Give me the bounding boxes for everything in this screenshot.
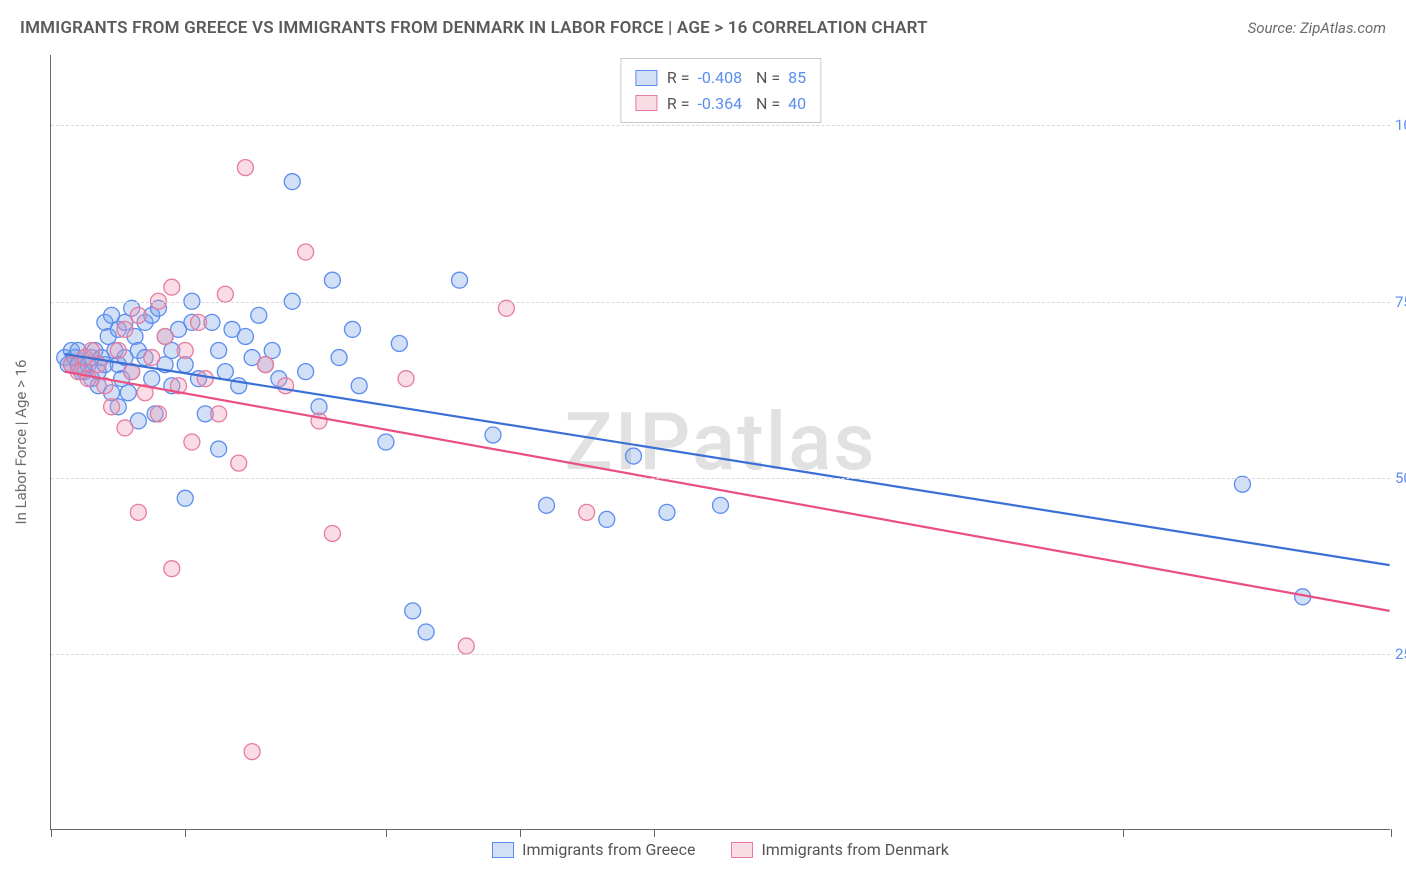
scatter-point-denmark	[237, 160, 253, 176]
scatter-point-greece	[418, 624, 434, 640]
correlation-legend: R = -0.408 N = 85R = -0.364 N = 40	[620, 58, 821, 123]
scatter-point-denmark	[177, 343, 193, 359]
scatter-point-greece	[539, 497, 555, 513]
y-tick-label: 50.0%	[1395, 469, 1406, 487]
scatter-point-greece	[324, 272, 340, 288]
x-tick	[1391, 829, 1392, 837]
scatter-point-denmark	[164, 279, 180, 295]
scatter-point-greece	[177, 490, 193, 506]
scatter-point-greece	[237, 328, 253, 344]
x-tick	[1123, 829, 1124, 837]
scatter-point-denmark	[130, 504, 146, 520]
scatter-point-denmark	[217, 286, 233, 302]
chart-title: IMMIGRANTS FROM GREECE VS IMMIGRANTS FRO…	[20, 18, 928, 38]
scatter-point-greece	[405, 603, 421, 619]
scatter-point-denmark	[104, 399, 120, 415]
legend-stat-text-denmark: R = -0.364 N = 40	[665, 91, 806, 117]
series-legend-item-greece: Immigrants from Greece	[492, 840, 695, 859]
scatter-point-denmark	[324, 525, 340, 541]
scatter-point-denmark	[298, 244, 314, 260]
gridline-h	[51, 125, 1390, 126]
scatter-point-denmark	[80, 371, 96, 387]
scatter-point-denmark	[398, 371, 414, 387]
scatter-point-denmark	[579, 504, 595, 520]
scatter-point-denmark	[144, 350, 160, 366]
scatter-point-denmark	[498, 300, 514, 316]
x-tick	[520, 829, 521, 837]
scatter-point-greece	[626, 448, 642, 464]
gridline-h	[51, 302, 1390, 303]
scatter-point-denmark	[130, 307, 146, 323]
scatter-point-denmark	[211, 406, 227, 422]
header-row: IMMIGRANTS FROM GREECE VS IMMIGRANTS FRO…	[20, 18, 1386, 38]
scatter-point-greece	[251, 307, 267, 323]
scatter-point-greece	[298, 364, 314, 380]
scatter-point-greece	[485, 427, 501, 443]
y-tick-label: 75.0%	[1395, 293, 1406, 311]
legend-stat-row-greece: R = -0.408 N = 85	[635, 65, 806, 91]
scatter-point-greece	[120, 385, 136, 401]
plot-area: In Labor Force | Age > 16 ZIPatlas R = -…	[50, 55, 1390, 830]
scatter-point-denmark	[311, 413, 327, 429]
chart-svg	[51, 55, 1390, 829]
scatter-point-denmark	[117, 321, 133, 337]
y-tick-label: 100.0%	[1395, 116, 1406, 134]
scatter-point-denmark	[150, 406, 166, 422]
source-prefix: Source:	[1248, 19, 1300, 37]
scatter-point-denmark	[458, 638, 474, 654]
scatter-point-greece	[599, 511, 615, 527]
scatter-point-denmark	[244, 744, 260, 760]
scatter-point-greece	[659, 504, 675, 520]
scatter-point-denmark	[197, 371, 213, 387]
scatter-point-greece	[331, 350, 347, 366]
gridline-h	[51, 478, 1390, 479]
scatter-point-denmark	[184, 434, 200, 450]
scatter-point-denmark	[191, 314, 207, 330]
y-axis-title: In Labor Force | Age > 16	[12, 360, 30, 525]
source-link[interactable]: ZipAtlas.com	[1300, 19, 1386, 37]
scatter-point-denmark	[157, 328, 173, 344]
series-legend-label-greece: Immigrants from Greece	[522, 840, 695, 859]
series-legend: Immigrants from Greece Immigrants from De…	[51, 840, 1390, 859]
scatter-point-denmark	[231, 455, 247, 471]
scatter-point-greece	[378, 434, 394, 450]
series-legend-item-denmark: Immigrants from Denmark	[731, 840, 948, 859]
legend-swatch-denmark	[635, 95, 657, 111]
x-tick	[654, 829, 655, 837]
scatter-point-greece	[391, 336, 407, 352]
series-legend-swatch-greece	[492, 842, 514, 858]
scatter-point-greece	[713, 497, 729, 513]
scatter-point-greece	[217, 364, 233, 380]
x-tick	[185, 829, 186, 837]
scatter-point-greece	[211, 441, 227, 457]
scatter-point-denmark	[257, 357, 273, 373]
legend-stat-text-greece: R = -0.408 N = 85	[665, 65, 806, 91]
scatter-point-denmark	[164, 561, 180, 577]
scatter-point-denmark	[110, 343, 126, 359]
series-legend-label-denmark: Immigrants from Denmark	[761, 840, 948, 859]
scatter-point-greece	[344, 321, 360, 337]
y-tick-label: 25.0%	[1395, 645, 1406, 663]
scatter-point-greece	[284, 174, 300, 190]
series-legend-swatch-denmark	[731, 842, 753, 858]
gridline-h	[51, 654, 1390, 655]
scatter-point-greece	[351, 378, 367, 394]
scatter-point-denmark	[278, 378, 294, 394]
x-tick	[51, 829, 52, 837]
legend-stat-row-denmark: R = -0.364 N = 40	[635, 91, 806, 117]
scatter-point-denmark	[117, 420, 133, 436]
trend-line-denmark	[65, 372, 1390, 611]
scatter-point-greece	[452, 272, 468, 288]
scatter-point-greece	[211, 343, 227, 359]
legend-swatch-greece	[635, 70, 657, 86]
trend-line-greece	[65, 354, 1390, 565]
x-tick	[386, 829, 387, 837]
source-credit: Source: ZipAtlas.com	[1248, 19, 1386, 37]
